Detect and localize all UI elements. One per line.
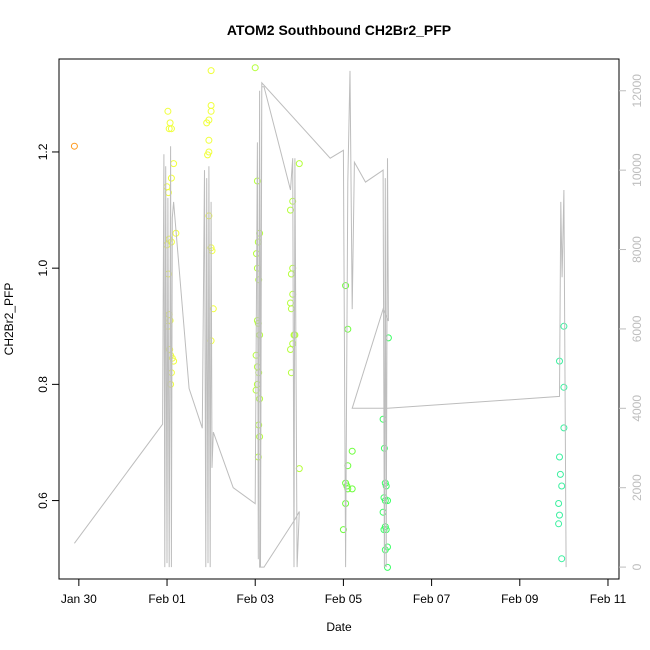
y-axis-right: 0 2000 4000 6000 8000 10000 12000 bbox=[619, 74, 644, 570]
data-point bbox=[164, 107, 172, 115]
data-point bbox=[295, 160, 303, 168]
y2-tick-label: 6000 bbox=[630, 315, 644, 342]
data-point bbox=[344, 325, 352, 333]
data-point bbox=[342, 282, 350, 290]
data-point bbox=[209, 305, 217, 313]
x-tick-label: Feb 05 bbox=[325, 592, 363, 606]
y2-tick-label: 0 bbox=[630, 563, 644, 570]
x-tick-label: Jan 30 bbox=[61, 592, 97, 606]
data-point bbox=[556, 453, 563, 461]
data-point bbox=[251, 64, 259, 72]
data-point bbox=[253, 380, 261, 388]
data-point bbox=[558, 555, 566, 563]
y2-tick-label: 8000 bbox=[630, 236, 644, 263]
data-point bbox=[163, 183, 171, 191]
data-point bbox=[167, 174, 175, 182]
data-point bbox=[287, 346, 294, 353]
data-point bbox=[555, 520, 563, 528]
data-point bbox=[348, 485, 356, 493]
data-point bbox=[556, 511, 563, 519]
data-point bbox=[384, 563, 391, 571]
data-point bbox=[560, 322, 568, 330]
data-point bbox=[290, 331, 298, 339]
y-tick-label: 1.2 bbox=[36, 143, 50, 160]
data-point bbox=[170, 160, 178, 168]
x-tick-label: Feb 07 bbox=[413, 592, 451, 606]
data-point bbox=[205, 136, 213, 144]
data-point bbox=[204, 151, 212, 159]
y-tick-label: 0.6 bbox=[36, 492, 50, 509]
data-point bbox=[254, 238, 262, 246]
data-point bbox=[166, 119, 174, 127]
data-point bbox=[384, 334, 392, 342]
y-axis-left: 0.6 0.8 1.0 1.2 bbox=[36, 143, 60, 509]
x-tick-label: Feb 03 bbox=[237, 592, 275, 606]
data-point bbox=[560, 383, 568, 391]
x-axis-label: Date bbox=[326, 620, 352, 634]
data-point bbox=[207, 107, 215, 115]
x-axis: Jan 30 Feb 01 Feb 03 Feb 05 Feb 07 Feb 09 Feb … bbox=[61, 578, 627, 606]
data-point bbox=[381, 497, 389, 505]
data-point bbox=[295, 465, 303, 473]
data-point bbox=[207, 102, 215, 109]
x-tick-label: Feb 11 bbox=[590, 592, 627, 606]
y-axis-label: CH2Br2_PFP bbox=[2, 283, 16, 356]
data-point bbox=[163, 241, 171, 249]
data-point bbox=[381, 546, 389, 554]
y2-tick-label: 12000 bbox=[630, 74, 644, 108]
data-point bbox=[207, 67, 215, 75]
y-tick-label: 1.0 bbox=[36, 259, 50, 276]
x-tick-label: Feb 01 bbox=[148, 592, 186, 606]
chart-title: ATOM2 Southbound CH2Br2_PFP bbox=[227, 22, 451, 38]
data-point bbox=[256, 433, 264, 441]
data-point bbox=[381, 479, 389, 487]
data-point bbox=[556, 470, 564, 478]
data-point bbox=[339, 526, 347, 534]
data-point bbox=[287, 299, 294, 307]
data-point bbox=[167, 125, 175, 133]
x-tick-label: Feb 09 bbox=[501, 592, 539, 606]
y2-tick-label: 2000 bbox=[630, 474, 644, 501]
data-point bbox=[256, 395, 264, 403]
data-point bbox=[560, 424, 568, 432]
data-point bbox=[558, 482, 566, 490]
altitude-line bbox=[73, 70, 567, 568]
plot-area-border bbox=[58, 58, 620, 580]
data-point bbox=[70, 142, 78, 150]
y2-tick-label: 4000 bbox=[630, 395, 644, 422]
data-point bbox=[287, 206, 294, 214]
data-point bbox=[555, 500, 563, 507]
data-point bbox=[348, 447, 356, 455]
y2-tick-label: 10000 bbox=[630, 153, 644, 187]
data-point bbox=[205, 116, 213, 124]
data-point bbox=[379, 508, 387, 516]
data-point bbox=[343, 482, 351, 490]
y-tick-label: 0.8 bbox=[36, 376, 50, 393]
